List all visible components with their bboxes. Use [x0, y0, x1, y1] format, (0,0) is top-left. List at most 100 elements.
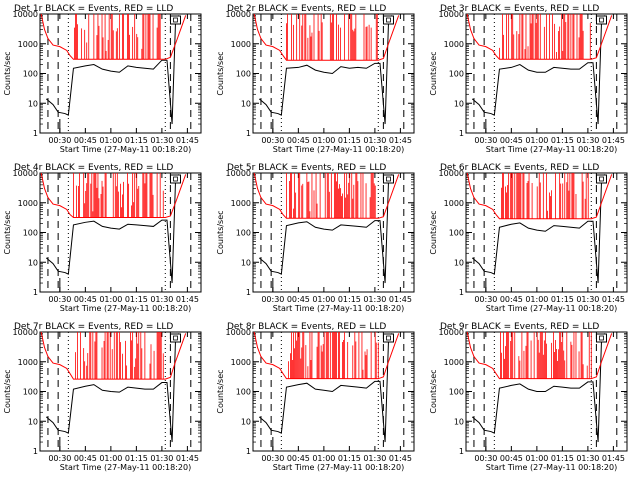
x-axis-label: Start Time (27-May-11 00:18:20) [60, 145, 191, 154]
plot-frame [252, 172, 415, 293]
y-axis-label: Counts/sec [216, 369, 225, 413]
attenuator-box-inner [386, 335, 391, 341]
y-tick-label: 1000 [231, 358, 251, 367]
x-tick-label: 00:30 [48, 295, 71, 304]
y-tick-label: 1 [33, 129, 38, 138]
x-tick-label: 01:15 [551, 136, 574, 145]
x-tick-label: 00:45 [287, 454, 310, 463]
x-tick-label: 00:45 [500, 295, 523, 304]
y-tick-label: 10 [454, 258, 464, 267]
attenuator-box-inner [599, 17, 604, 23]
attenuator-box-inner [599, 335, 604, 341]
y-tick-label: 10 [28, 99, 38, 108]
panel-det-8r: Det 8r BLACK = Events, RED = LLD 1 10 100 10… [216, 322, 415, 472]
panel-det-9r: Det 9r BLACK = Events, RED = LLD 1 10 100 10… [429, 322, 628, 472]
attenuator-box-icon [382, 174, 394, 184]
x-tick-label: 01:15 [338, 295, 361, 304]
x-tick-label: 00:30 [48, 454, 71, 463]
panel-det-7r: Det 7r BLACK = Events, RED = LLD 1 10 100 10… [3, 322, 202, 472]
x-tick-label: 01:15 [551, 454, 574, 463]
y-tick-label: 1000 [18, 358, 38, 367]
x-tick-label: 00:45 [287, 136, 310, 145]
y-tick-label: 10 [241, 99, 251, 108]
attenuator-box-icon [595, 333, 607, 343]
x-tick-label: 01:30 [576, 454, 599, 463]
y-axis-label: Counts/sec [429, 210, 438, 254]
y-tick-label: 100 [23, 70, 38, 79]
x-tick-label: 01:30 [363, 295, 386, 304]
y-tick-label: 1000 [18, 40, 38, 49]
y-tick-label: 10000 [439, 10, 464, 19]
y-tick-label: 100 [236, 388, 251, 397]
y-tick-label: 1 [246, 288, 251, 297]
series-line-events [45, 15, 180, 125]
y-tick-label: 10000 [13, 328, 38, 337]
x-tick-label: 00:30 [261, 136, 284, 145]
plot-frame [39, 13, 202, 134]
y-tick-label: 10000 [439, 328, 464, 337]
attenuator-box-icon [382, 15, 394, 25]
x-tick-label: 01:30 [576, 136, 599, 145]
y-tick-label: 100 [449, 229, 464, 238]
attenuator-box-inner [173, 176, 178, 182]
series-line-lld [40, 331, 187, 380]
panel-title: Det 4r BLACK = Events, RED = LLD [14, 163, 173, 173]
x-axis-label: Start Time (27-May-11 00:18:20) [486, 463, 617, 472]
x-tick-label: 01:15 [125, 136, 148, 145]
x-tick-label: 00:30 [48, 136, 71, 145]
series-line-events [471, 174, 606, 284]
series-line-events [45, 333, 180, 443]
x-tick-label: 00:45 [500, 136, 523, 145]
y-axis-label: Counts/sec [429, 369, 438, 413]
x-tick-label: 01:15 [125, 295, 148, 304]
panel-det-6r: Det 6r BLACK = Events, RED = LLD 1 10 100 10… [429, 163, 628, 313]
y-tick-label: 1 [459, 288, 464, 297]
y-tick-label: 1 [246, 447, 251, 456]
x-tick-label: 01:30 [363, 454, 386, 463]
x-tick-label: 00:30 [474, 295, 497, 304]
panel-det-4r: Det 4r BLACK = Events, RED = LLD 1 10 100 10… [3, 163, 202, 313]
x-axis-label: Start Time (27-May-11 00:18:20) [273, 463, 404, 472]
panel-title: Det 8r BLACK = Events, RED = LLD [227, 322, 386, 332]
attenuator-box-icon [169, 174, 181, 184]
x-tick-label: 01:45 [176, 454, 199, 463]
x-tick-label: 01:00 [525, 136, 548, 145]
y-tick-label: 1 [459, 129, 464, 138]
y-tick-label: 1 [459, 447, 464, 456]
x-tick-label: 01:45 [389, 136, 412, 145]
x-tick-label: 01:45 [389, 454, 412, 463]
y-tick-label: 100 [449, 388, 464, 397]
series-line-events [258, 174, 393, 284]
x-tick-label: 01:15 [551, 295, 574, 304]
x-tick-label: 01:45 [176, 136, 199, 145]
y-axis-label: Counts/sec [3, 369, 12, 413]
x-tick-label: 01:45 [602, 295, 625, 304]
x-tick-label: 00:45 [500, 454, 523, 463]
x-tick-label: 01:30 [363, 136, 386, 145]
series-line-events [471, 15, 606, 125]
y-tick-label: 10000 [13, 169, 38, 178]
y-tick-label: 10000 [226, 10, 251, 19]
y-axis-label: Counts/sec [216, 51, 225, 95]
y-tick-label: 10000 [13, 10, 38, 19]
x-tick-label: 01:00 [99, 454, 122, 463]
y-tick-label: 1 [33, 447, 38, 456]
panel-det-2r: Det 2r BLACK = Events, RED = LLD 1 10 100 10… [216, 4, 415, 154]
panel-title: Det 9r BLACK = Events, RED = LLD [440, 322, 599, 332]
x-tick-label: 01:30 [150, 454, 173, 463]
x-tick-label: 01:45 [389, 295, 412, 304]
attenuator-box-icon [382, 333, 394, 343]
y-tick-label: 1000 [444, 199, 464, 208]
x-axis-label: Start Time (27-May-11 00:18:20) [486, 304, 617, 313]
series-line-events [45, 174, 180, 284]
y-tick-label: 10000 [439, 169, 464, 178]
series-line-events [258, 15, 393, 125]
x-tick-label: 01:45 [602, 454, 625, 463]
x-axis-label: Start Time (27-May-11 00:18:20) [273, 304, 404, 313]
attenuator-box-icon [169, 15, 181, 25]
x-tick-label: 01:00 [312, 454, 335, 463]
attenuator-box-inner [386, 176, 391, 182]
y-tick-label: 100 [23, 229, 38, 238]
x-tick-label: 01:30 [576, 295, 599, 304]
x-tick-label: 01:00 [525, 454, 548, 463]
